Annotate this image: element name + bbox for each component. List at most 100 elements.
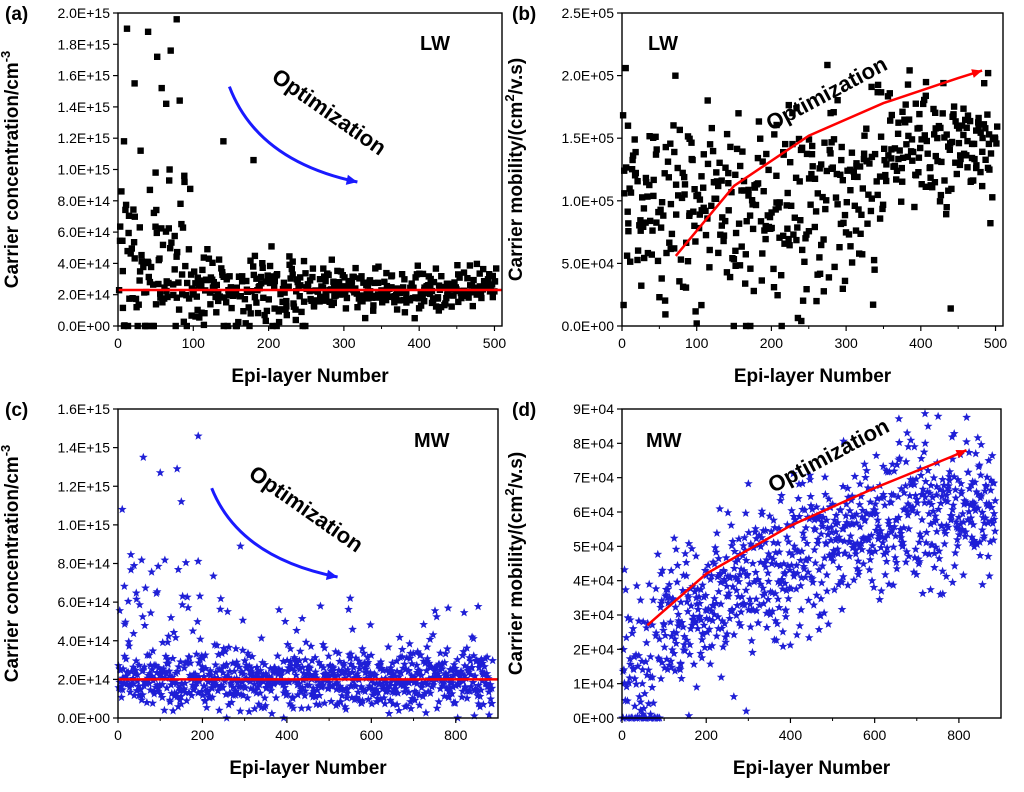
data-point [641,254,648,262]
data-point [720,232,728,239]
data-point [487,683,497,693]
data-point [121,671,131,681]
data-point [253,299,260,306]
data-point [135,301,142,308]
data-point [824,494,834,503]
data-point [378,684,387,693]
data-point [457,669,467,678]
data-point [355,664,365,673]
data-point [131,80,138,87]
data-point [780,151,787,158]
data-point [908,502,918,511]
data-point [226,273,233,280]
data-point [838,143,845,151]
data-point [145,259,152,267]
data-point [922,527,931,537]
data-point [432,265,440,272]
data-point [335,279,343,286]
data-point [843,483,852,493]
y-tick-label: 3E+04 [573,607,614,623]
data-point [757,509,767,519]
data-point [778,584,787,593]
data-point [310,302,318,309]
data-point [218,683,227,692]
data-point [678,585,688,595]
data-point [892,460,902,469]
data-point [694,592,704,601]
data-point [365,295,372,302]
data-point [909,157,916,164]
data-point [427,662,436,671]
data-point [710,559,719,568]
x-tick-label: 300 [332,335,356,351]
data-point [656,602,665,612]
data-point [167,688,177,698]
data-point [752,606,761,615]
data-point [409,672,419,681]
data-point [922,183,929,190]
data-point [460,269,468,276]
data-point [740,533,749,542]
data-point [146,685,155,694]
data-point [883,161,890,168]
data-point [444,686,454,696]
data-point [718,642,728,651]
data-point [153,561,163,571]
data-point [986,516,996,525]
data-point [660,663,669,672]
data-point [821,539,831,548]
data-point [619,645,628,654]
x-tick-label: 600 [863,727,887,743]
data-point [681,558,691,567]
data-point [131,656,141,665]
data-point [962,437,971,446]
data-point [236,541,245,550]
data-point [682,284,690,291]
data-point [812,502,821,511]
data-point [663,598,673,607]
data-point [770,284,778,291]
data-point [939,487,948,496]
data-point [755,118,763,125]
data-point [486,288,494,295]
data-point [863,483,873,492]
data-point [430,606,440,615]
data-point [780,232,787,239]
data-point [879,492,888,502]
data-point [676,126,683,134]
data-point [832,534,841,543]
data-point [297,703,306,712]
data-point [675,665,685,674]
data-point [352,694,362,703]
data-point [118,664,128,673]
data-point [419,619,428,629]
trend-arrow-head [955,450,967,459]
data-point [390,680,400,690]
data-point [388,658,397,667]
data-point [749,201,756,208]
data-point [174,683,184,692]
data-point [143,288,150,296]
data-point [777,575,787,584]
data-point [966,517,975,526]
data-point [720,237,727,245]
data-point [852,564,862,573]
data-point [968,520,978,529]
data-point [202,703,212,712]
data-point [674,618,684,627]
data-point [839,177,846,184]
data-point [932,152,939,160]
data-point [229,284,236,291]
data-point [370,302,377,309]
data-point [700,565,710,575]
data-point [146,186,154,194]
data-point [850,168,857,175]
data-point [146,608,156,617]
data-point [837,577,846,587]
data-point [984,111,991,118]
data-point [459,608,469,617]
data-point [259,670,268,679]
data-point [153,686,163,696]
data-point [921,477,931,486]
data-point [289,258,296,265]
